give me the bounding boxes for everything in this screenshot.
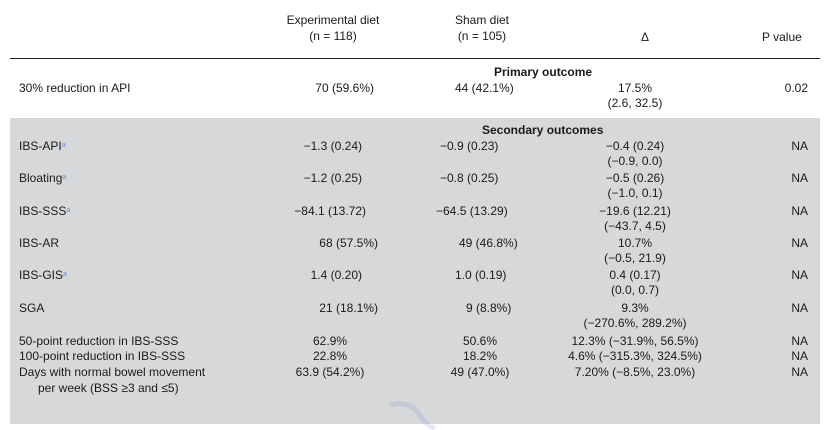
table-cell-delta-1: 12.3% (−31.9%, 56.5%) — [571, 334, 699, 348]
header-delta: Δ — [640, 30, 649, 44]
secondary-outcomes-title: Secondary outcomes — [482, 123, 604, 137]
table-cell-delta-1: 4.6% (−315.3%, 324.5%) — [568, 349, 702, 363]
table-cell-p: NA — [791, 236, 808, 250]
table-cell-p: NA — [791, 301, 808, 315]
table-cell-sham: 50.6% — [462, 334, 498, 348]
table-cell-sham: 49 (46.8%) — [459, 236, 518, 250]
table-row-label: 50-point reduction in IBS-SSS — [19, 334, 178, 349]
primary-row-label: 30% reduction in API — [19, 81, 131, 95]
table-cell-exp: 62.9% — [312, 334, 348, 348]
table-cell-delta-1: 10.7% — [617, 236, 653, 250]
table-cell-delta-1: −0.5 (0.26) — [605, 171, 665, 185]
table-cell-sham: 49 (47.0%) — [450, 365, 510, 379]
table-cell-delta-2: (−0.9, 0.0) — [607, 154, 663, 168]
table-cell-exp: −1.2 (0.25) — [303, 171, 362, 185]
header-sham-title: Sham diet — [454, 13, 510, 27]
table-cell-p: NA — [791, 171, 808, 185]
table-cell-exp: −1.3 (0.24) — [303, 139, 362, 153]
primary-outcome-title: Primary outcome — [494, 65, 593, 79]
table-cell-delta-1: 9.3% — [621, 301, 649, 315]
footnote-marker: a — [62, 174, 67, 181]
primary-row-delta-2: (2.6, 32.5) — [607, 96, 663, 110]
header-sham-diet: Sham diet (n = 105) — [432, 12, 532, 44]
table-row-label: IBS-AR — [19, 236, 59, 251]
table-cell-delta-1: 0.4 (0.17) — [609, 268, 661, 282]
table-row-label: IBS-SSSa — [19, 204, 70, 219]
table-cell-p: NA — [791, 139, 808, 153]
header-experimental-diet: Experimental diet (n = 118) — [268, 12, 398, 44]
table-cell-exp: 68 (57.5%) — [319, 236, 378, 250]
header-experimental-n: (n = 118) — [309, 29, 357, 43]
secondary-outcomes-panel — [10, 118, 820, 424]
row-label-text: IBS-SSS — [19, 204, 67, 218]
table-cell-delta-2: (−43.7, 4.5) — [604, 219, 666, 233]
header-rule — [10, 58, 820, 59]
table-cell-delta-2: (−1.0, 0.1) — [607, 186, 663, 200]
row-label-text: IBS-AR — [19, 236, 60, 250]
header-p-value-label: P value — [762, 30, 802, 44]
row-label-text: IBS-GIS — [19, 268, 64, 282]
table-row-label-continued: per week (BSS ≥3 and ≤5) — [38, 381, 179, 395]
footnote-marker: a — [63, 271, 67, 278]
table-cell-delta-1: −19.6 (12.21) — [599, 204, 671, 218]
table-cell-exp: 1.4 (0.20) — [310, 268, 362, 282]
primary-row-sham: 44 (42.1%) — [455, 81, 514, 95]
primary-row-exp: 70 (59.6%) — [315, 81, 374, 95]
table-cell-sham: 9 (8.8%) — [466, 301, 512, 315]
table-cell-sham: 1.0 (0.19) — [455, 268, 507, 282]
table-cell-delta-2: (−270.6%, 289.2%) — [583, 316, 687, 330]
table-row-label: IBS-APIa — [19, 139, 66, 154]
header-experimental-title: Experimental diet — [286, 13, 380, 27]
table-cell-p: NA — [791, 365, 808, 379]
table-cell-delta-1: −0.4 (0.24) — [605, 139, 665, 153]
table-row-label: SGA — [19, 301, 44, 316]
table-cell-sham: −64.5 (13.29) — [436, 204, 508, 218]
table-cell-p: NA — [791, 268, 808, 282]
header-sham-n: (n = 105) — [457, 29, 507, 43]
watermark-graphic — [389, 401, 436, 430]
table-cell-exp: −84.1 (13.72) — [294, 204, 366, 218]
table-row-label: IBS-GISa — [19, 268, 67, 283]
row-label-text: IBS-API — [19, 139, 62, 153]
table-cell-exp: 21 (18.1%) — [319, 301, 378, 315]
table-cell-exp: 22.8% — [312, 349, 348, 363]
table-cell-p: NA — [791, 204, 808, 218]
table-row-label: Days with normal bowel movement — [19, 365, 206, 379]
table-cell-p: NA — [791, 349, 808, 363]
header-p-value: P value — [762, 30, 802, 45]
table-cell-delta-2: (−0.5, 21.9) — [604, 251, 666, 265]
row-label-text: 50-point reduction in IBS-SSS — [19, 334, 179, 348]
table-cell-sham: 18.2% — [462, 349, 498, 363]
table-cell-p: NA — [791, 334, 808, 348]
primary-row-p: 0.02 — [784, 81, 808, 95]
table-cell-exp: 63.9 (54.2%) — [295, 365, 365, 379]
primary-row-delta-1: 17.5% — [617, 81, 653, 95]
table-cell-delta-1: 7.20% (−8.5%, 23.0%) — [574, 365, 696, 379]
table-cell-sham: −0.9 (0.23) — [440, 139, 499, 153]
footnote-marker: a — [66, 207, 71, 214]
row-label-text: 100-point reduction in IBS-SSS — [19, 349, 186, 363]
table-row-label: 100-point reduction in IBS-SSS — [19, 349, 185, 364]
table-cell-delta-2: (0.0, 0.7) — [610, 283, 660, 297]
row-label-text: SGA — [19, 301, 45, 315]
footnote-marker: a — [61, 142, 66, 149]
table-row-label: Bloatinga — [19, 171, 66, 186]
table-cell-sham: −0.8 (0.25) — [440, 171, 499, 185]
row-label-text: Bloating — [19, 171, 63, 185]
